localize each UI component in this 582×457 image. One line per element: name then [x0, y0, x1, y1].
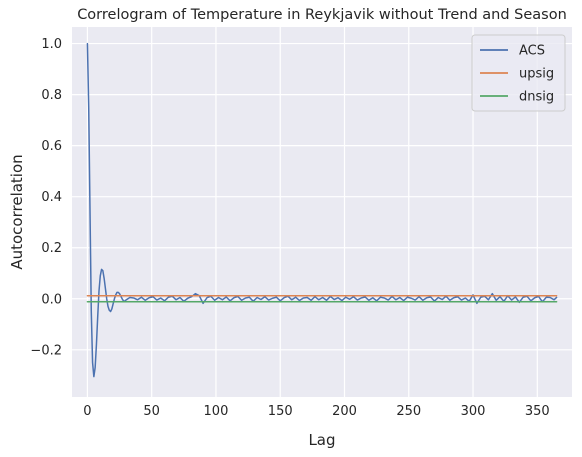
legend: ACS upsig dnsig — [471, 34, 566, 112]
series-line-acs — [86, 42, 558, 378]
y-tick-labels: −0.2 0.0 0.2 0.4 0.6 0.8 1.0 — [30, 37, 62, 358]
x-tick-label: 300 — [461, 404, 486, 419]
y-tick-label: 1.0 — [41, 37, 62, 52]
x-tick-label: 350 — [525, 404, 550, 419]
legend-label-acs: ACS — [519, 44, 545, 59]
x-tick-label: 0 — [83, 404, 91, 419]
x-tick-label: 250 — [396, 404, 421, 419]
y-axis-title: Autocorrelation — [8, 154, 26, 269]
y-tick-label: 0.4 — [41, 190, 62, 205]
grid-lines — [72, 27, 572, 397]
y-tick-label: 0.2 — [41, 241, 62, 256]
chart-title: Correlogram of Temperature in Reykjavik … — [77, 7, 567, 23]
x-tick-label: 150 — [268, 404, 293, 419]
x-tick-label: 50 — [143, 404, 160, 419]
y-tick-label: 0.0 — [41, 292, 62, 307]
x-tick-labels: 0 50 100 150 200 250 300 350 — [83, 404, 549, 419]
x-tick-label: 100 — [204, 404, 229, 419]
y-tick-label: 0.8 — [41, 88, 62, 103]
legend-label-upsig: upsig — [519, 67, 554, 82]
y-tick-label: 0.6 — [41, 139, 62, 154]
legend-label-dnsig: dnsig — [519, 90, 554, 105]
series-lines — [86, 42, 558, 378]
x-axis-title: Lag — [308, 431, 335, 449]
y-tick-label: −0.2 — [30, 343, 62, 358]
x-tick-label: 200 — [332, 404, 357, 419]
legend-box — [471, 34, 566, 112]
